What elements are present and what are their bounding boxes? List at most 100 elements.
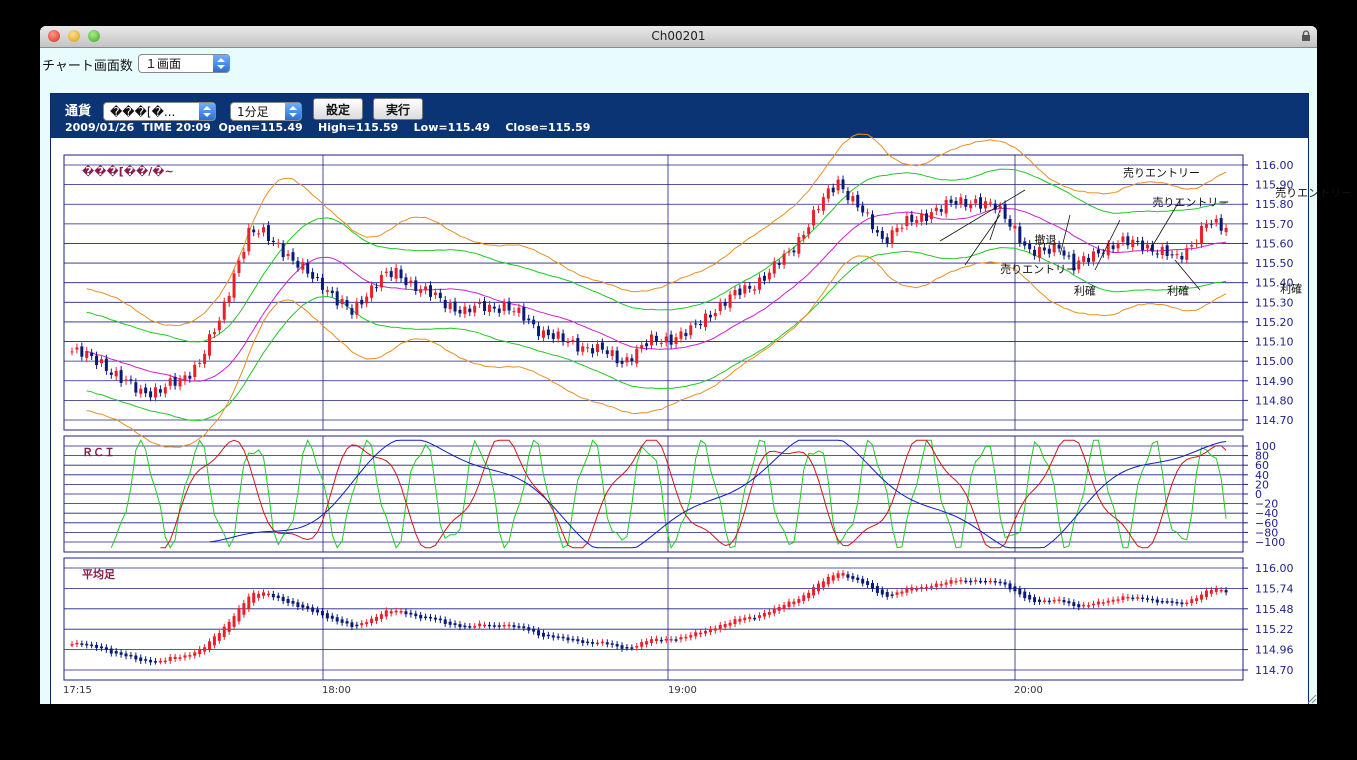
ha-candle-body (920, 587, 924, 589)
candle-body (266, 225, 270, 242)
ha-candle-body (129, 654, 133, 657)
screen-count-select[interactable]: １画面 (138, 54, 230, 73)
candle-body (394, 267, 398, 279)
resize-grip-icon[interactable] (1305, 692, 1317, 704)
close-icon[interactable] (48, 30, 60, 42)
ha-candle-body (394, 610, 398, 613)
ha-candle-body (939, 584, 943, 586)
candle-body (1008, 219, 1012, 227)
candle-body (463, 306, 467, 315)
candle-body (807, 227, 811, 235)
y-tick-label: 115.90 (1255, 179, 1294, 192)
ha-candle-body (522, 626, 526, 629)
run-button[interactable]: 実行 (373, 98, 423, 120)
ha-candle-body (335, 617, 339, 622)
annotation-label: 利確 (1280, 282, 1302, 296)
ha-candle-body (905, 588, 909, 593)
candle-body (581, 346, 585, 352)
ha-candle-body (704, 630, 708, 634)
pane-frame (63, 154, 1244, 431)
candle-body (168, 378, 172, 386)
candle-body (1087, 257, 1091, 263)
candle-body (1200, 225, 1204, 245)
annotation-line (1059, 214, 1071, 256)
candle-body (497, 308, 501, 313)
ha-candle-body (487, 624, 491, 627)
ha-candle-body (306, 606, 310, 609)
candle-body (355, 301, 359, 315)
ha-candle-body (856, 577, 860, 581)
ha-candle-body (316, 609, 320, 613)
ha-candle-body (492, 625, 496, 627)
ha-candle-body (360, 623, 364, 626)
candle-body (910, 214, 914, 222)
ha-candle-body (424, 616, 428, 619)
ha-candle-body (718, 625, 722, 630)
candle-body (473, 305, 477, 313)
ha-candle-body (75, 642, 79, 645)
candle-body (129, 379, 133, 381)
ha-candle-body (1195, 598, 1199, 602)
ha-candle-body (443, 619, 447, 624)
candle-body (1106, 243, 1110, 256)
ha-candle-body (1190, 599, 1194, 603)
ha-candle-body (851, 576, 855, 580)
ha-candle-body (173, 656, 177, 659)
candle-body (546, 329, 550, 336)
y-tick-label: 114.70 (1255, 664, 1294, 677)
ha-candle-body (954, 580, 958, 583)
ha-candle-body (1136, 597, 1140, 599)
candle-body (257, 233, 261, 235)
ha-candle-body (826, 576, 830, 585)
ha-candle-body (890, 594, 894, 596)
ha-candle-body (409, 612, 413, 615)
annotation-line (964, 214, 1001, 266)
ha-candle-body (433, 617, 437, 620)
y-tick-label: 115.00 (1255, 355, 1294, 368)
candle-body (252, 229, 256, 233)
candle-body (1052, 243, 1056, 253)
ohlc-info: 2009/01/26 TIME 20:09 Open=115.49 High=1… (65, 121, 591, 134)
ha-candle-body (566, 637, 570, 641)
ha-candle-body (949, 580, 953, 584)
candle-body (988, 202, 992, 204)
candle-body (738, 288, 742, 296)
ha-candle-body (654, 638, 658, 642)
settings-button[interactable]: 設定 (313, 98, 363, 120)
ha-candle-body (699, 632, 703, 635)
timeframe-select[interactable]: 1分足 (230, 102, 302, 121)
y-tick-label: 116.00 (1255, 562, 1294, 575)
candle-body (836, 179, 840, 191)
ha-candle-body (537, 630, 541, 636)
candle-body (433, 292, 437, 296)
ha-candle-body (944, 582, 948, 585)
ha-candle-body (772, 608, 776, 614)
candle-body (478, 302, 482, 305)
candle-body (959, 197, 963, 205)
ha-candle-body (502, 625, 506, 627)
ha-candle-body (758, 615, 762, 618)
y-tick-label: 0 (1255, 488, 1262, 501)
candle-body (561, 333, 565, 342)
ha-candle-body (733, 619, 737, 625)
candle-body (1155, 253, 1159, 255)
ha-candle-body (527, 627, 531, 631)
candle-body (895, 227, 899, 233)
candle-body (198, 362, 202, 364)
ha-candle-body (237, 608, 241, 622)
candle-body (1072, 253, 1076, 271)
ha-candle-body (551, 635, 555, 638)
zoom-icon[interactable] (88, 30, 100, 42)
candle-body (1190, 245, 1194, 247)
candle-body (296, 260, 300, 268)
y-tick-label: 115.40 (1255, 277, 1294, 290)
candle-body (974, 199, 978, 204)
candle-body (517, 307, 521, 313)
title-bar[interactable]: Ch00201 (40, 26, 1317, 48)
minimize-icon[interactable] (68, 30, 80, 42)
ha-candle-body (812, 587, 816, 596)
candle-body (370, 285, 374, 298)
currency-select[interactable]: ���[�... (103, 102, 216, 121)
ha-candle-body (674, 639, 678, 641)
rci-series-line (209, 439, 1227, 549)
